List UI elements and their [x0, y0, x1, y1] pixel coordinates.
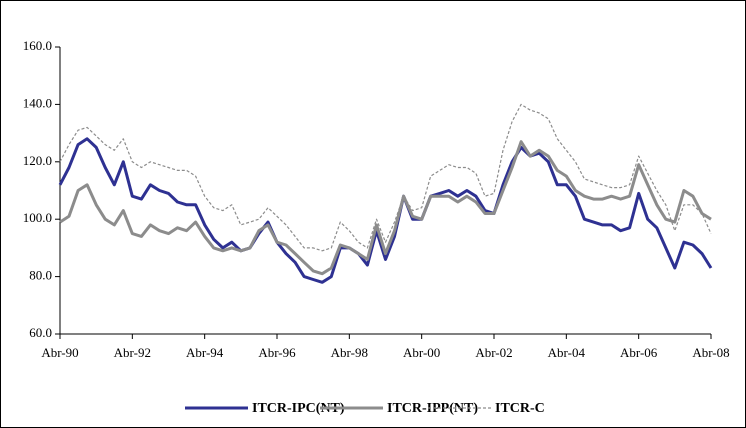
- x-tick-label: Abr-98: [331, 345, 368, 360]
- y-tick-label: 60.0: [29, 325, 52, 340]
- series-line: [59, 140, 712, 276]
- series-line: [59, 103, 712, 252]
- y-tick-label: 160.0: [23, 38, 52, 53]
- x-tick-label: Abr-00: [403, 345, 440, 360]
- x-tick-label: Abr-02: [475, 345, 512, 360]
- x-tick-label: Abr-06: [620, 345, 658, 360]
- y-tick-label: 140.0: [23, 95, 52, 110]
- y-tick-label: 80.0: [29, 268, 52, 283]
- series-line: [58, 137, 713, 284]
- legend-label: ITCR-C: [495, 401, 545, 416]
- x-tick-label: Abr-94: [186, 345, 224, 360]
- x-tick-label: Abr-04: [548, 345, 586, 360]
- legend-label: ITCR-IPP(NT): [387, 401, 478, 416]
- x-tick-label: Abr-92: [114, 345, 151, 360]
- y-tick-label: 120.0: [23, 153, 52, 168]
- x-tick-label: Abr-96: [258, 345, 296, 360]
- x-tick-label: Abr-90: [41, 345, 78, 360]
- legend-label: ITCR-IPC(NT): [252, 401, 345, 416]
- x-tick-label: Abr-08: [692, 345, 729, 360]
- y-tick-label: 100.0: [23, 210, 52, 225]
